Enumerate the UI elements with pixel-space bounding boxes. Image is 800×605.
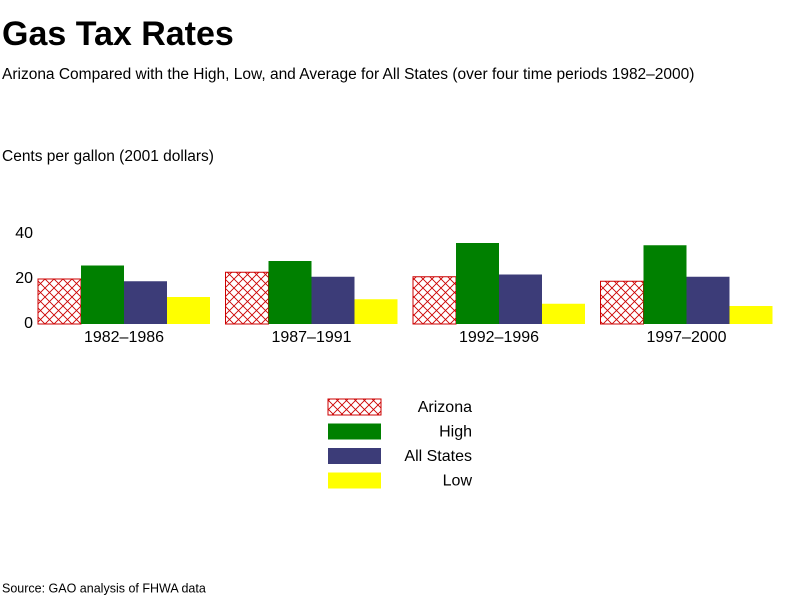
y-tick-label: 40	[15, 225, 33, 242]
legend-label: Low	[443, 473, 473, 490]
chart-title: Gas Tax Rates	[2, 15, 234, 53]
x-tick-label: 1982–1986	[84, 329, 164, 346]
y-tick-label: 0	[24, 315, 33, 332]
legend-label: All States	[404, 448, 472, 465]
legend-swatch	[327, 398, 382, 416]
legend-label: High	[439, 424, 472, 441]
bar	[412, 276, 457, 325]
x-tick-label: 1987–1991	[271, 329, 351, 346]
bar	[167, 297, 210, 324]
bar	[600, 280, 644, 325]
y-axis-label: Cents per gallon (2001 dollars)	[2, 148, 214, 165]
bar	[729, 306, 773, 324]
bar	[542, 303, 585, 324]
source-note: Source: GAO analysis of FHWA data	[2, 581, 206, 595]
bar	[81, 265, 124, 324]
bar	[643, 245, 687, 324]
bar	[124, 281, 167, 324]
legend-swatch	[328, 448, 381, 464]
legend-label: Arizona	[418, 399, 472, 416]
legend-swatch	[328, 423, 381, 440]
x-tick-label: 1992–1996	[459, 329, 539, 346]
bar	[456, 243, 499, 324]
y-tick-label: 20	[15, 270, 33, 287]
bar	[686, 276, 730, 324]
x-tick-label: 1997–2000	[646, 329, 726, 346]
bar	[37, 278, 82, 325]
chart-subtitle: Arizona Compared with the High, Low, and…	[2, 66, 694, 83]
bar	[499, 274, 542, 324]
bar	[354, 299, 398, 324]
bar	[311, 276, 355, 324]
bar	[225, 271, 269, 325]
bar	[268, 261, 312, 324]
legend-swatch	[328, 472, 381, 489]
